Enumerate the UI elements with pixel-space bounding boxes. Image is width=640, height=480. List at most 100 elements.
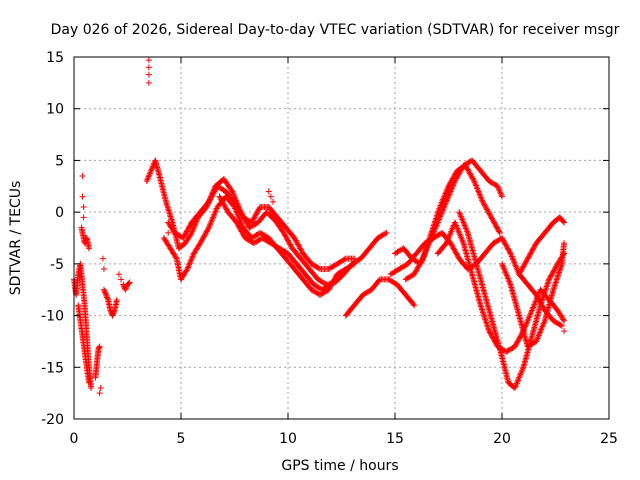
data-point-mid-c: [207, 196, 214, 203]
data-point-mid-d: [235, 222, 242, 229]
data-point-late-b: [489, 215, 496, 222]
data-point-early-e: [101, 288, 108, 295]
data-point-mid-b: [208, 217, 215, 224]
data-point-late-b: [449, 175, 456, 182]
data-point-late-b: [486, 210, 493, 217]
data-point-mid-d: [237, 227, 244, 234]
data-point-late-d: [534, 294, 541, 301]
data-point-mid-c: [233, 202, 240, 209]
data-point-mid-a: [147, 169, 154, 176]
data-point-mid-a: [144, 175, 151, 182]
data-point-early-f: [122, 285, 129, 292]
data-point-late-d: [454, 226, 461, 233]
data-point-mid-b: [187, 258, 194, 265]
data-point-mid-a: [148, 167, 155, 174]
data-point-isolated: [79, 193, 86, 200]
data-point-late-g: [525, 254, 532, 261]
data-point-mid-c: [212, 187, 219, 194]
data-point-late-g: [524, 255, 531, 262]
data-point-late-c: [450, 245, 457, 252]
data-point-late-b: [492, 222, 499, 229]
data-point-mid-b: [200, 235, 207, 241]
data-point-late-f: [540, 320, 547, 327]
data-point-mid-a: [383, 229, 390, 236]
data-point-late-b: [484, 207, 491, 214]
data-point-late-e: [514, 379, 521, 386]
data-point-late-a: [440, 204, 447, 211]
data-point-early-e: [110, 309, 117, 316]
data-point-mid-a: [149, 164, 156, 171]
data-point-mid-c: [292, 236, 299, 243]
data-point-late-g: [528, 247, 535, 254]
data-point-late-b: [411, 271, 418, 278]
data-point-late-g: [518, 267, 525, 274]
data-point-late-d: [458, 234, 465, 241]
data-point-late-a: [443, 198, 450, 205]
data-point-mid-b: [187, 257, 194, 264]
data-point-late-f: [503, 271, 510, 278]
data-point-late-d: [459, 238, 466, 245]
data-point-late-d: [451, 219, 458, 226]
data-point-late-d: [453, 222, 460, 229]
data-point-mid-b: [183, 267, 190, 274]
data-point-mid-d: [221, 202, 228, 209]
data-point-mid-d: [326, 282, 333, 289]
data-point-late-a: [445, 194, 452, 201]
data-point-isolated: [79, 172, 86, 179]
data-point-late-b: [485, 209, 492, 216]
data-point-late-e: [548, 272, 555, 279]
data-point-late-d: [486, 328, 493, 335]
data-point-mid-c: [236, 207, 243, 214]
data-point-late-c: [506, 247, 513, 254]
data-point-late-g: [523, 256, 530, 263]
data-point-late-b: [445, 183, 452, 190]
data-point-isolated: [145, 64, 152, 71]
data-point-mid-a: [187, 231, 194, 238]
data-point-mid-b: [198, 237, 205, 244]
data-point-mid-b: [200, 233, 207, 240]
data-point-late-c: [508, 253, 515, 260]
data-point-late-c: [513, 265, 520, 272]
y-tick-label: -15: [41, 360, 64, 376]
data-point-mid-b: [330, 277, 337, 284]
data-point-late-c: [503, 242, 510, 249]
data-point-late-d: [527, 310, 534, 317]
data-point-late-c: [511, 259, 518, 266]
data-point-late-b: [449, 176, 456, 183]
data-point-late-a: [496, 187, 503, 194]
data-point-mid-d: [217, 194, 224, 201]
data-point-late-d: [445, 235, 452, 242]
data-point-late-e: [518, 368, 525, 375]
data-point-late-d: [457, 232, 464, 239]
data-point-mid-d: [220, 200, 227, 207]
data-point-late-c: [499, 236, 506, 243]
data-point-late-e: [517, 370, 524, 377]
data-point-mid-c: [315, 265, 322, 272]
data-point-mid-c: [351, 255, 358, 262]
data-point-mid-c: [210, 189, 217, 196]
data-point-late-c: [452, 249, 459, 256]
data-point-mid-b: [332, 275, 339, 282]
data-point-mid-d: [219, 198, 226, 205]
data-point-late-a: [448, 186, 455, 193]
data-point-late-b: [487, 213, 494, 220]
data-point-late-e: [512, 383, 519, 390]
data-point-late-a: [498, 192, 505, 199]
data-point-mid-b: [350, 261, 357, 268]
data-point-late-b: [412, 268, 419, 275]
data-point-mid-c: [183, 228, 190, 235]
data-point-late-b: [473, 184, 480, 191]
data-point-late-e: [459, 218, 466, 225]
data-point-late-d: [523, 320, 530, 327]
data-point-mid-c: [252, 211, 259, 218]
data-point-mid-a: [280, 229, 287, 236]
data-point-mid-a: [282, 232, 289, 239]
data-point-isolated: [115, 271, 122, 278]
data-point-late-g: [516, 271, 523, 278]
data-point-late-b: [477, 194, 484, 201]
data-point-late-c: [504, 245, 511, 252]
data-point-late-d: [513, 339, 520, 346]
data-point-late-e: [516, 373, 523, 380]
data-point-late-d: [524, 317, 531, 324]
data-point-mid-d: [217, 196, 224, 203]
